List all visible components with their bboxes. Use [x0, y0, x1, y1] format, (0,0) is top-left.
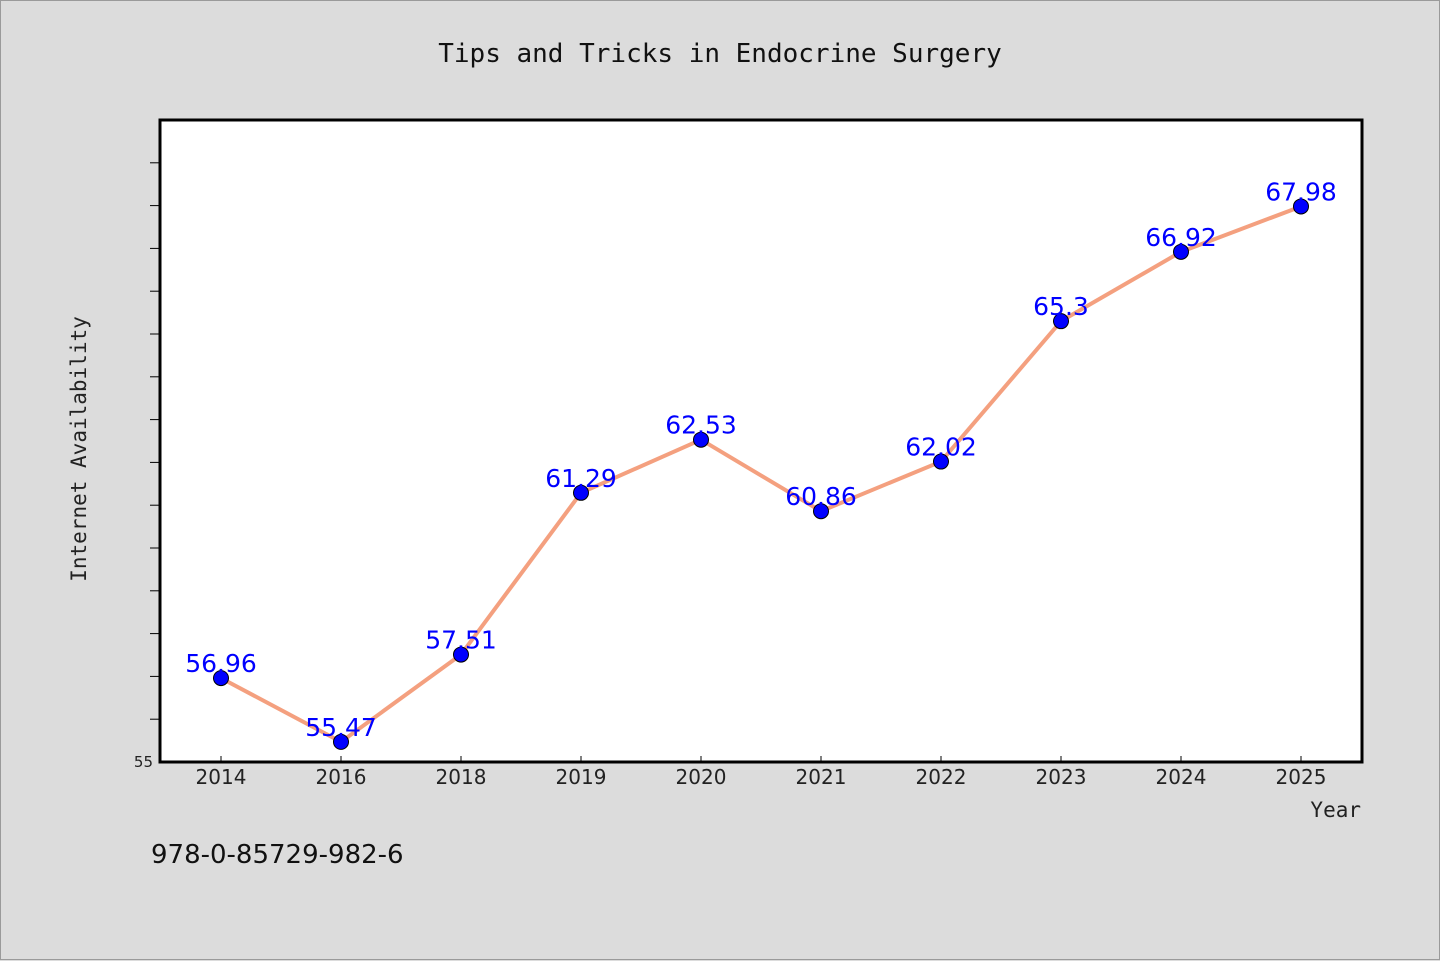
x-tick-label: 2016: [316, 765, 367, 789]
data-label: 56.96: [185, 649, 257, 678]
data-label: 67.98: [1265, 177, 1337, 206]
data-label: 66.92: [1145, 223, 1217, 252]
data-labels: 56.96 55.47 57.51 61.29 62.53 60.86 62.02 65.3 6…: [185, 177, 1337, 741]
data-markers: [213, 198, 1309, 750]
data-point: [813, 503, 829, 520]
y-axis-min-label: 55: [134, 753, 153, 771]
chart-title: Tips and Tricks in Endocrine Surgery: [438, 39, 1002, 69]
x-tick-label: 2018: [436, 765, 487, 789]
data-point: [213, 670, 229, 687]
data-point: [453, 646, 469, 663]
y-axis-label: Internet Availability: [67, 316, 91, 582]
x-axis-label: Year: [1310, 798, 1361, 822]
series-line: [220, 204, 1302, 744]
data-label: 61.29: [545, 464, 617, 493]
data-label: 55.47: [305, 713, 377, 742]
data-label: 60.86: [785, 482, 857, 511]
x-axis-ticks: 2014 2016 2018 2019 2020 2021 2022 2023 2024 2025: [196, 756, 1327, 789]
x-tick-label: 2022: [916, 765, 967, 789]
data-label: 57.51: [425, 626, 497, 655]
data-point: [693, 431, 709, 448]
data-label: 65.3: [1033, 292, 1089, 321]
x-tick-label: 2020: [676, 765, 727, 789]
data-point: [573, 484, 589, 501]
data-point: [1053, 313, 1069, 330]
x-tick-label: 2023: [1036, 765, 1087, 789]
x-tick-label: 2014: [196, 765, 247, 789]
x-tick-label: 2025: [1276, 765, 1327, 789]
x-tick-label: 2024: [1156, 765, 1207, 789]
isbn-text: 978-0-85729-982-6: [151, 840, 404, 870]
plot-area: [158, 118, 1364, 764]
data-point: [333, 733, 349, 750]
data-point: [1293, 198, 1309, 215]
y-axis-ticks: [150, 162, 160, 720]
data-label: 62.53: [665, 411, 737, 440]
data-point: [933, 453, 949, 470]
data-point: [1173, 243, 1189, 260]
x-tick-label: 2021: [796, 765, 847, 789]
data-label: 62.02: [905, 433, 977, 462]
x-tick-label: 2019: [556, 765, 607, 789]
